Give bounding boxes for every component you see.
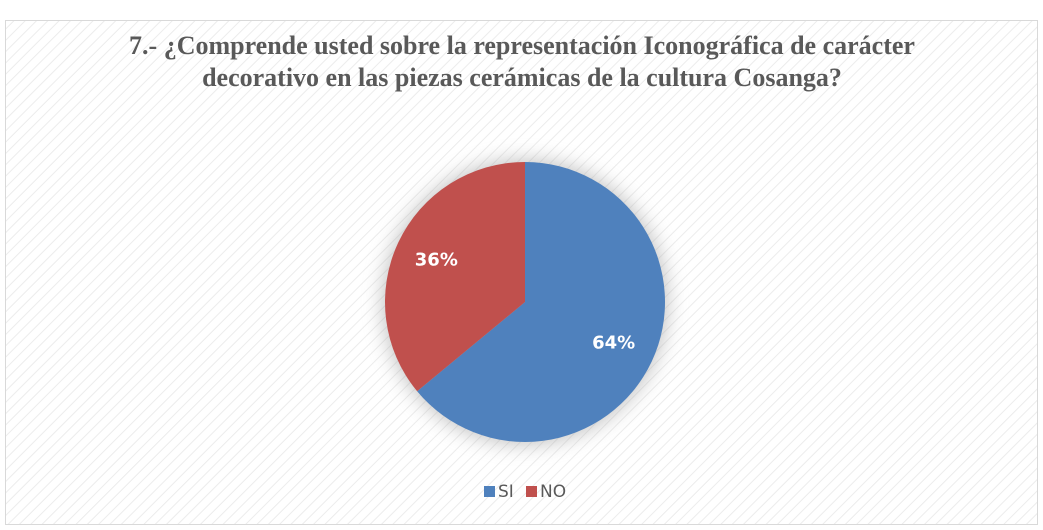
legend-swatch (484, 486, 495, 497)
legend-label: NO (540, 482, 566, 502)
data-label: 36% (415, 249, 458, 270)
legend-label: SI (498, 482, 514, 502)
pie: 64% 36% (385, 162, 665, 443)
data-label: 64% (592, 333, 635, 354)
pie-slice (417, 162, 665, 443)
pie-slice (385, 162, 525, 392)
chart-title: 7.- ¿Comprende usted sobre la representa… (129, 31, 915, 92)
legend-swatch (526, 486, 537, 497)
legend: SI NO (484, 482, 566, 502)
